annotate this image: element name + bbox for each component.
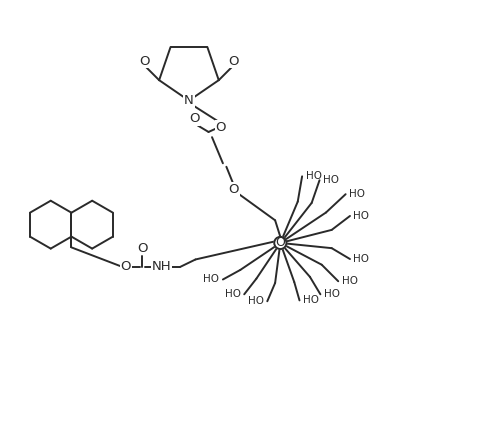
Text: O: O bbox=[228, 54, 239, 67]
Text: HO: HO bbox=[353, 254, 369, 264]
Text: HO: HO bbox=[324, 289, 340, 299]
Text: HO: HO bbox=[305, 171, 322, 181]
Text: O: O bbox=[189, 112, 199, 125]
Text: HO: HO bbox=[225, 289, 241, 299]
Text: N: N bbox=[184, 94, 194, 107]
Circle shape bbox=[274, 237, 286, 249]
Text: NH: NH bbox=[152, 260, 171, 273]
Text: HO: HO bbox=[342, 276, 358, 286]
Text: HO: HO bbox=[303, 295, 319, 305]
Text: O: O bbox=[120, 260, 131, 273]
Text: O: O bbox=[137, 242, 148, 254]
Text: O: O bbox=[275, 237, 285, 249]
Text: O: O bbox=[228, 183, 239, 196]
Text: HO: HO bbox=[248, 296, 264, 306]
Text: HO: HO bbox=[353, 211, 369, 221]
Text: O: O bbox=[216, 121, 226, 134]
Text: HO: HO bbox=[323, 175, 339, 185]
Text: HO: HO bbox=[204, 275, 219, 285]
Text: HO: HO bbox=[349, 189, 365, 199]
Text: O: O bbox=[139, 54, 150, 67]
